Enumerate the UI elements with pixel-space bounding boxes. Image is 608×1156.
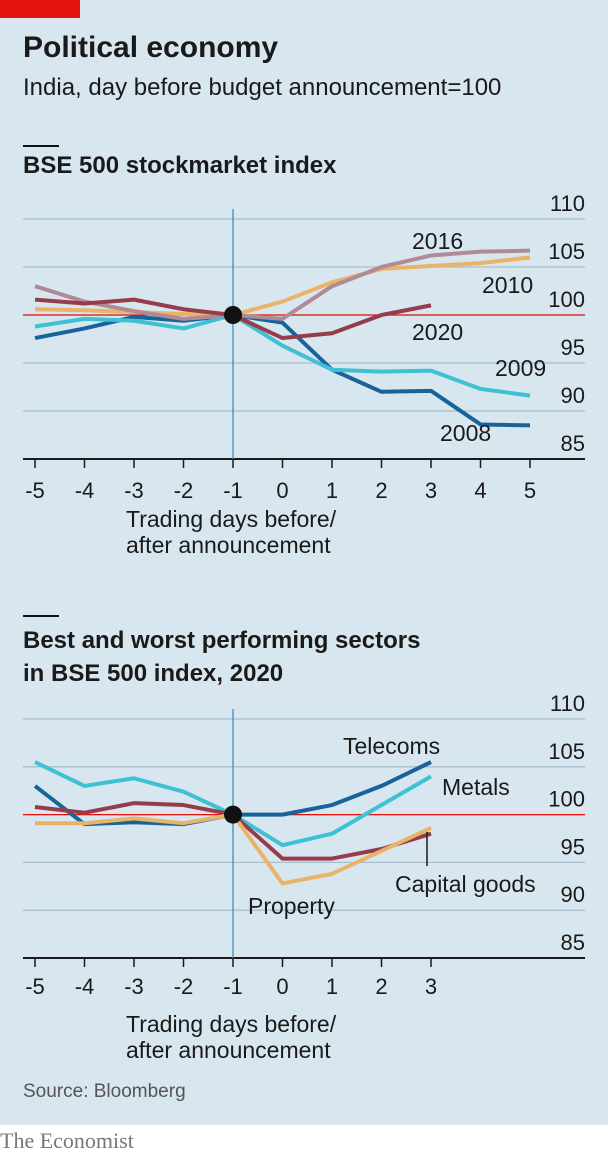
x-tick-label: -5 xyxy=(25,478,45,503)
line-series xyxy=(34,248,531,321)
x-tick-label: 3 xyxy=(425,974,437,999)
x-tick-label: -5 xyxy=(25,974,45,999)
subtitle: India, day before budget announcement=10… xyxy=(23,74,501,101)
source: Source: Bloomberg xyxy=(23,1081,186,1102)
chart-title: Best and worst performing sectors xyxy=(23,627,420,654)
x-axis-label: Trading days before/ xyxy=(126,506,337,532)
y-tick-label: 100 xyxy=(548,787,585,812)
base-point xyxy=(224,306,242,324)
x-tick-label: 1 xyxy=(326,478,338,503)
title: Political economy xyxy=(23,31,278,64)
x-tick-label: -4 xyxy=(75,478,95,503)
x-tick-label: -1 xyxy=(223,974,243,999)
x-axis-label: after announcement xyxy=(126,532,331,558)
series-label: Capital goods xyxy=(395,871,536,897)
brand: The Economist xyxy=(0,1128,134,1153)
y-tick-label: 110 xyxy=(550,191,585,216)
y-tick-label: 85 xyxy=(561,431,585,456)
y-tick-label: 95 xyxy=(561,335,585,360)
series-label: Telecoms xyxy=(343,733,440,759)
brand-band xyxy=(0,1125,608,1156)
y-tick-label: 100 xyxy=(548,287,585,312)
y-tick-label: 105 xyxy=(548,239,585,264)
series-label: 2020 xyxy=(412,319,463,345)
series-label: 2016 xyxy=(412,228,463,254)
x-tick-label: -3 xyxy=(124,478,144,503)
base-point xyxy=(224,805,242,824)
x-tick-label: -1 xyxy=(223,478,243,503)
line-series xyxy=(34,313,531,398)
x-tick-label: -2 xyxy=(174,478,194,503)
red-tag xyxy=(0,0,80,18)
x-tick-label: 0 xyxy=(276,974,288,999)
y-tick-label: 90 xyxy=(561,383,585,408)
line-series xyxy=(34,255,531,317)
x-tick-label: 2 xyxy=(375,974,387,999)
x-tick-label: -3 xyxy=(124,974,144,999)
chart-title: in BSE 500 index, 2020 xyxy=(23,660,283,687)
x-tick-label: 1 xyxy=(326,974,338,999)
y-tick-label: 95 xyxy=(561,834,585,859)
x-tick-label: 0 xyxy=(276,478,288,503)
series-label: 2008 xyxy=(440,420,491,446)
series-label: 2009 xyxy=(495,355,546,381)
x-axis-label: after announcement xyxy=(126,1037,331,1063)
y-tick-label: 90 xyxy=(561,882,585,907)
x-tick-label: -2 xyxy=(174,974,194,999)
background xyxy=(0,0,608,1125)
x-tick-label: 3 xyxy=(425,478,437,503)
x-axis-label: Trading days before/ xyxy=(126,1011,337,1037)
chart-title: BSE 500 stockmarket index xyxy=(23,152,337,179)
y-tick-label: 105 xyxy=(548,739,585,764)
y-tick-label: 85 xyxy=(561,930,585,955)
y-tick-label: 110 xyxy=(550,691,585,716)
x-tick-label: 4 xyxy=(474,478,486,503)
series-label: 2010 xyxy=(482,272,533,298)
x-tick-label: -4 xyxy=(75,974,95,999)
x-tick-label: 5 xyxy=(524,478,536,503)
series-label: Metals xyxy=(442,774,510,800)
x-tick-label: 2 xyxy=(375,478,387,503)
series-label: Property xyxy=(248,893,335,919)
